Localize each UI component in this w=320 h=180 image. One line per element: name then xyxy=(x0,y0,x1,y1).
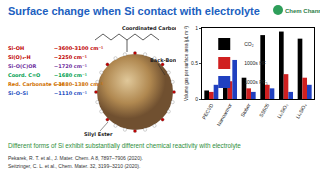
svg-text:Different forms of Si exhibit: Different forms of Si exhibit substantia… xyxy=(8,142,241,150)
svg-text:CO₂: CO₂ xyxy=(244,41,254,47)
svg-text:Surface change when Si contact: Surface change when Si contact with elec… xyxy=(8,5,260,17)
svg-text:Nanoarmor: Nanoarmor xyxy=(215,102,233,127)
svg-text:Chem Channel: Chem Channel xyxy=(285,8,320,14)
svg-text:~1110 cm⁻¹: ~1110 cm⁻¹ xyxy=(54,90,87,96)
svg-text:SS505: SS505 xyxy=(258,102,271,118)
svg-text:PECVD: PECVD xyxy=(201,102,215,120)
svg-text:0: 0 xyxy=(195,96,198,102)
svg-text:Coord. C=O: Coord. C=O xyxy=(8,72,40,78)
svg-text:1000s PF₅: 1000s PF₅ xyxy=(244,79,267,85)
svg-text:~3600–3100 cm⁻¹: ~3600–3100 cm⁻¹ xyxy=(54,45,103,51)
svg-text:Seitzinger, C. L. et al., Chem: Seitzinger, C. L. et al., Chem. Mater. 3… xyxy=(8,163,140,169)
svg-text:Pekarek, R. T. et al., J. Mate: Pekarek, R. T. et al., J. Mater. Chem. A… xyxy=(8,155,143,161)
svg-text:1: 1 xyxy=(195,25,198,31)
svg-text:Li₄SiO₄: Li₄SiO₄ xyxy=(294,102,307,119)
svg-text:Coordinated Carbonyl: Coordinated Carbonyl xyxy=(122,25,184,32)
svg-text:1000s HF: 1000s HF xyxy=(244,60,266,66)
svg-text:Volume gas per surface area (μ: Volume gas per surface area (μL m⁻²) xyxy=(184,25,189,101)
svg-text:~1480–1380 cm⁻¹: ~1480–1380 cm⁻¹ xyxy=(54,81,103,87)
svg-text:Si–O–Si: Si–O–Si xyxy=(8,90,28,96)
svg-text:~1680 cm⁻¹: ~1680 cm⁻¹ xyxy=(54,72,87,78)
svg-text:Stober: Stober xyxy=(239,102,252,118)
svg-text:Si(O)₂-H: Si(O)₂-H xyxy=(8,54,31,60)
svg-text:Red. Carbonate C–H: Red. Carbonate C–H xyxy=(8,81,64,87)
svg-text:Si–O(C)OR: Si–O(C)OR xyxy=(8,63,37,69)
svg-text:~2250 cm⁻¹: ~2250 cm⁻¹ xyxy=(54,54,87,60)
svg-text:Silyl Ester: Silyl Ester xyxy=(84,131,113,138)
svg-text:Si–OH: Si–OH xyxy=(8,45,24,51)
svg-text:Li₂SiO₃: Li₂SiO₃ xyxy=(276,102,289,119)
svg-text:Back-Bonded Si–H: Back-Bonded Si–H xyxy=(150,57,201,63)
svg-text:0.5: 0.5 xyxy=(191,60,198,66)
svg-text:~1720 cm⁻¹: ~1720 cm⁻¹ xyxy=(54,63,87,69)
